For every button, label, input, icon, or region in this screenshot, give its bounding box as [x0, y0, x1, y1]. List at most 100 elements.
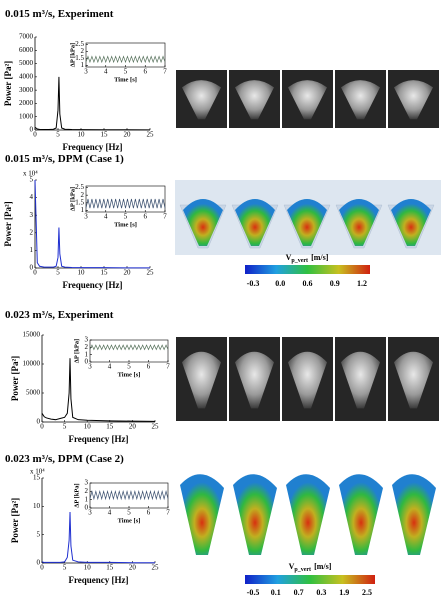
x-tick-label: 20 [124, 269, 132, 277]
y-tick-label: 5000 [26, 389, 41, 397]
y-tick-label: 2.5 [75, 183, 84, 191]
x-tick-label: 0 [33, 131, 37, 139]
x-tick-label: 15 [106, 423, 114, 431]
sim-bed [339, 474, 383, 555]
x-tick-label: 5 [56, 269, 60, 277]
colorbar-tick-label: 0.0 [275, 279, 285, 288]
x-tick-label: 25 [147, 131, 155, 139]
x-tick-label: 6 [147, 363, 151, 371]
y-tick-label: 2000 [19, 99, 34, 107]
y-tick-label: 2 [85, 343, 89, 351]
x-tick-label: 3 [84, 68, 88, 76]
series-line [89, 489, 169, 501]
y-tick-label: 2 [81, 47, 85, 55]
colorbar-tick-label: 1.9 [339, 588, 349, 597]
y-tick-label: 3000 [19, 86, 34, 94]
cb-unit: [m/s] [314, 562, 332, 571]
cb-symbol: V [286, 253, 292, 262]
x-tick-label: 20 [129, 564, 137, 572]
x-axis-label: Time [s] [118, 517, 141, 524]
panel-title: 0.023 m³/s, Experiment [5, 309, 114, 321]
x-axis-label: Time [s] [114, 76, 137, 83]
cb-subscript: p_vert [291, 258, 308, 264]
x-tick-label: 20 [129, 423, 137, 431]
x-tick-label: 5 [124, 213, 128, 221]
x-tick-label: 10 [78, 131, 86, 139]
y-axis-label: ΔP [kPa] [73, 483, 80, 507]
colorbar-tick-label: -0.5 [247, 588, 260, 597]
x-tick-label: 0 [40, 423, 44, 431]
x-tick-label: 5 [124, 68, 128, 76]
x-tick-label: 10 [84, 564, 92, 572]
charts: 0 5 10 15 20 2501000200030004000500060007000F… [3, 8, 170, 585]
panel-title: 0.015 m³/s, DPM (Case 1) [5, 153, 124, 165]
colorbar-tick-label: -0.3 [247, 279, 260, 288]
x-tick-label: 3 [88, 509, 92, 517]
y-tick-label: 7000 [19, 33, 34, 41]
y-tick-label: 5 [37, 530, 41, 538]
photo-bed [235, 80, 274, 120]
y-tick-label: 2 [30, 228, 34, 236]
y-tick-label: 2.5 [75, 40, 84, 48]
x-tick-label: 15 [106, 564, 114, 572]
colorbar [245, 575, 375, 584]
y-axis-label: Power [Pa²] [3, 61, 13, 106]
y-tick-label: 0 [30, 126, 34, 134]
x-tick-label: 5 [127, 363, 131, 371]
sim-bed [180, 474, 224, 555]
x-tick-label: 0 [33, 269, 37, 277]
colorbar-tick-label: 0.6 [303, 279, 313, 288]
y-tick-label: 3 [30, 211, 34, 219]
x-tick-label: 4 [104, 68, 108, 76]
y-tick-label: 0 [37, 559, 41, 567]
cb-unit: [m/s] [311, 253, 329, 262]
x-tick-label: 6 [147, 509, 151, 517]
photo-bed [182, 351, 221, 409]
y-tick-label: 10000 [23, 360, 41, 368]
y-tick-label: 15 [33, 474, 41, 482]
x-tick-label: 10 [78, 269, 86, 277]
y-tick-label: 5 [30, 176, 34, 184]
inset-background [70, 39, 168, 90]
y-axis-label: ΔP [kPa] [73, 339, 80, 363]
sim-bed [235, 199, 275, 246]
colorbar-tick-label: 0.9 [330, 279, 340, 288]
series-line [85, 55, 166, 64]
x-tick-label: 20 [124, 131, 132, 139]
x-tick-label: 6 [144, 213, 148, 221]
panel-title: 0.015 m³/s, Experiment [5, 8, 114, 20]
sim-bed [391, 199, 431, 246]
x-tick-label: 5 [127, 509, 131, 517]
y-axis-label: ΔP [kPa] [69, 187, 76, 211]
photo-bed [341, 80, 380, 120]
series-line [41, 358, 156, 422]
y-tick-label: 1000 [19, 112, 34, 120]
y-axis-label: Power [Pa²] [3, 201, 13, 246]
series-line [34, 76, 151, 131]
x-tick-label: 7 [163, 213, 167, 221]
colorbar-tick-label: 1.2 [357, 279, 367, 288]
x-tick-label: 25 [147, 269, 155, 277]
photo-bed [182, 80, 221, 120]
x-tick-label: 4 [104, 213, 108, 221]
x-axis-label: Time [s] [114, 221, 137, 228]
colorbar-tick-label: 0.7 [294, 588, 304, 597]
y-multiplier: x 10⁴ [23, 170, 38, 178]
y-axis-label: Power [Pa²] [10, 498, 20, 543]
sim-bed [339, 199, 379, 246]
x-tick-label: 7 [163, 68, 167, 76]
sim-bed [233, 474, 277, 555]
y-tick-label: 0 [30, 264, 34, 272]
y-tick-label: 5000 [19, 59, 34, 67]
photo-bed [394, 80, 433, 120]
y-tick-label: 1.5 [75, 54, 84, 62]
x-tick-label: 5 [63, 564, 67, 572]
sim-bed [286, 474, 330, 555]
photo-bed [288, 351, 327, 409]
x-axis-label: Time [s] [118, 371, 141, 378]
x-tick-label: 25 [152, 564, 160, 572]
images [175, 70, 441, 555]
y-tick-label: 1 [85, 350, 89, 358]
x-tick-label: 15 [101, 269, 109, 277]
y-tick-label: 4 [30, 193, 34, 201]
